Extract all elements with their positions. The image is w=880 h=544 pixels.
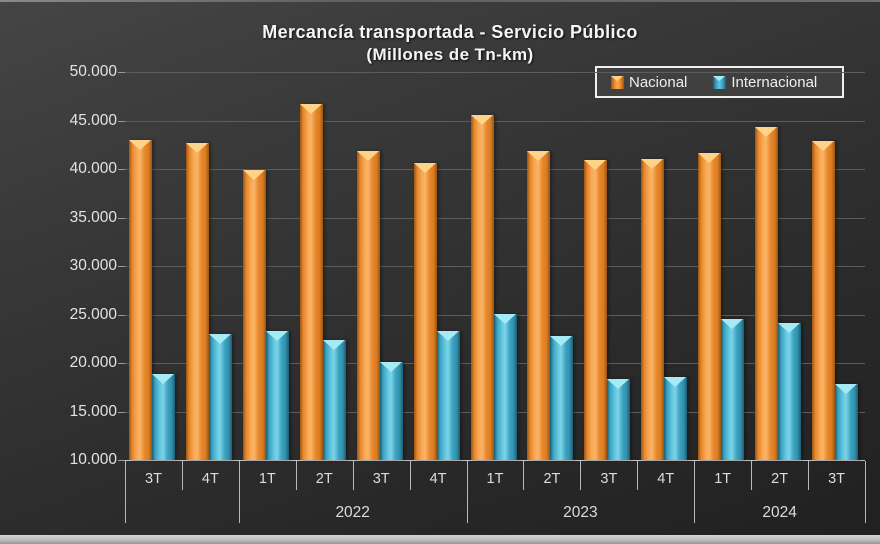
year-label: 2022 — [335, 504, 370, 521]
x-axis-tick — [751, 461, 753, 490]
y-axis-label: 45.000 — [69, 111, 117, 129]
x-axis-tick — [580, 461, 582, 490]
x-axis-tick — [295, 461, 297, 490]
bar-internacional — [493, 313, 517, 460]
legend-label-internacional: Internacional — [731, 73, 818, 91]
bar-nacional — [641, 159, 665, 460]
y-axis-tick — [118, 72, 125, 73]
nacional-swatch-icon — [611, 75, 624, 89]
bar-internacional — [152, 373, 175, 460]
y-axis-label: 15.000 — [69, 402, 117, 420]
bar-nacional — [242, 169, 266, 460]
bar-nacional — [584, 160, 608, 460]
x-axis-tick — [808, 461, 810, 490]
bar-nacional — [470, 114, 494, 460]
bar-nacional — [413, 163, 437, 460]
x-axis-label: 3T — [372, 471, 390, 487]
legend-label-nacional: Nacional — [629, 73, 688, 91]
bar-nacional — [185, 142, 209, 460]
bar-internacional — [550, 335, 574, 460]
bar-internacional — [208, 333, 232, 460]
bar-nacional — [299, 104, 323, 460]
y-axis-label: 35.000 — [69, 208, 117, 226]
y-axis-tick — [118, 411, 125, 413]
x-axis-label: 4T — [657, 471, 675, 487]
x-axis-tick — [181, 461, 183, 490]
x-axis-label: 1T — [258, 471, 276, 487]
gridline — [125, 120, 865, 122]
legend-item-internacional: Internacional — [713, 74, 817, 91]
legend-item-nacional: Nacional — [611, 74, 687, 91]
y-axis-tick — [118, 266, 125, 267]
y-axis-label: 40.000 — [69, 160, 117, 177]
bar-internacional — [664, 376, 688, 460]
gridline — [125, 72, 865, 73]
year-label: 2023 — [563, 504, 598, 521]
y-axis-label: 20.000 — [69, 354, 117, 371]
x-axis-label: 3T — [828, 471, 845, 487]
bar-nacional — [755, 127, 779, 460]
x-axis-label: 4T — [201, 471, 219, 487]
chart-subtitle: (Millones de Tn-km) — [366, 45, 534, 64]
x-axis-label: 4T — [429, 471, 447, 487]
x-axis-tick — [637, 461, 639, 490]
x-axis-label: 2T — [315, 471, 333, 487]
x-axis-label: 2T — [771, 471, 789, 487]
chart-title: Mercancía transportada - Servicio Públic… — [262, 22, 638, 42]
bar-internacional — [379, 362, 403, 460]
gridline — [125, 460, 865, 461]
gridline — [125, 169, 865, 170]
gridline — [125, 217, 865, 219]
bar-internacional — [607, 378, 631, 460]
bottom-edge-strip — [0, 535, 880, 544]
bar-nacional — [698, 153, 722, 460]
y-axis-label: 25.000 — [69, 305, 117, 323]
top-edge-divider — [0, 0, 880, 2]
y-axis-tick — [118, 169, 125, 170]
year-separator — [694, 461, 696, 523]
x-axis-label: 3T — [145, 471, 162, 487]
bar-internacional — [721, 319, 745, 460]
y-axis-label: 30.000 — [69, 257, 117, 274]
bar-internacional — [322, 339, 346, 460]
internacional-swatch-icon — [713, 75, 727, 89]
x-axis-label: 3T — [600, 471, 618, 487]
y-axis-tick — [118, 460, 125, 461]
x-axis-label: 2T — [543, 471, 561, 487]
year-separator — [125, 461, 126, 523]
x-axis-label: 1T — [714, 471, 732, 487]
y-axis-tick — [118, 217, 125, 219]
legend: Nacional Internacional — [595, 66, 844, 98]
bar-nacional — [527, 150, 551, 460]
bar-internacional — [265, 330, 289, 460]
y-axis-label: 50.000 — [69, 63, 117, 80]
year-separator — [865, 461, 866, 523]
x-axis-label: 1T — [486, 471, 504, 487]
y-axis-tick — [118, 120, 125, 122]
gridline — [125, 266, 865, 267]
bar-nacional — [129, 139, 152, 460]
year-separator — [466, 461, 468, 523]
y-axis-tick — [118, 314, 125, 316]
x-axis-tick — [523, 461, 525, 490]
x-axis-tick — [409, 461, 411, 490]
year-label: 2024 — [762, 504, 797, 521]
bar-internacional — [778, 323, 802, 460]
bar-internacional — [835, 384, 859, 460]
year-separator — [238, 461, 240, 523]
bar-nacional — [356, 150, 380, 460]
y-axis-tick — [118, 363, 125, 364]
y-axis-label: 10.000 — [69, 451, 117, 468]
x-axis-tick — [352, 461, 354, 490]
bar-nacional — [812, 140, 836, 460]
bar-internacional — [436, 330, 460, 460]
